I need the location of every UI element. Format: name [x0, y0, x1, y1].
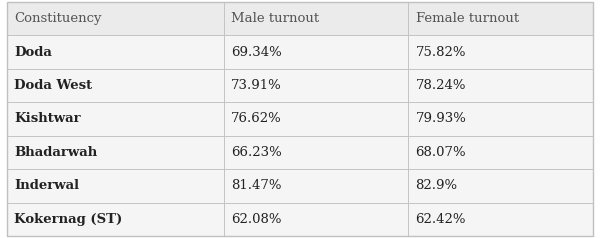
Bar	[7, 203, 224, 236]
Bar	[409, 2, 593, 35]
Text: Kishtwar: Kishtwar	[14, 113, 81, 125]
Bar	[409, 35, 593, 69]
Text: 82.9%: 82.9%	[416, 179, 458, 192]
Bar	[224, 136, 409, 169]
Text: 62.42%: 62.42%	[416, 213, 466, 226]
Bar	[224, 102, 409, 136]
Text: Inderwal: Inderwal	[14, 179, 80, 192]
Bar	[409, 69, 593, 102]
Text: Female turnout: Female turnout	[416, 12, 518, 25]
Bar	[224, 203, 409, 236]
Bar	[7, 136, 224, 169]
Bar	[7, 2, 224, 35]
Bar	[224, 35, 409, 69]
Bar	[7, 102, 224, 136]
Bar	[409, 203, 593, 236]
Text: Male turnout: Male turnout	[231, 12, 319, 25]
Text: 69.34%: 69.34%	[231, 46, 282, 59]
Bar	[224, 69, 409, 102]
Text: 73.91%: 73.91%	[231, 79, 282, 92]
Bar	[409, 102, 593, 136]
Bar	[7, 35, 224, 69]
Bar	[224, 2, 409, 35]
Bar	[7, 69, 224, 102]
Text: 62.08%: 62.08%	[231, 213, 281, 226]
Text: 75.82%: 75.82%	[416, 46, 466, 59]
Bar	[7, 169, 224, 203]
Text: Bhadarwah: Bhadarwah	[14, 146, 98, 159]
Bar	[409, 169, 593, 203]
Bar	[224, 169, 409, 203]
Text: 81.47%: 81.47%	[231, 179, 281, 192]
Text: 68.07%: 68.07%	[416, 146, 466, 159]
Text: Constituency: Constituency	[14, 12, 102, 25]
Text: 66.23%: 66.23%	[231, 146, 282, 159]
Text: 78.24%: 78.24%	[416, 79, 466, 92]
Text: Doda West: Doda West	[14, 79, 92, 92]
Text: Doda: Doda	[14, 46, 52, 59]
Text: 76.62%: 76.62%	[231, 113, 282, 125]
Text: 79.93%: 79.93%	[416, 113, 466, 125]
Bar	[409, 136, 593, 169]
Text: Kokernag (ST): Kokernag (ST)	[14, 213, 122, 226]
